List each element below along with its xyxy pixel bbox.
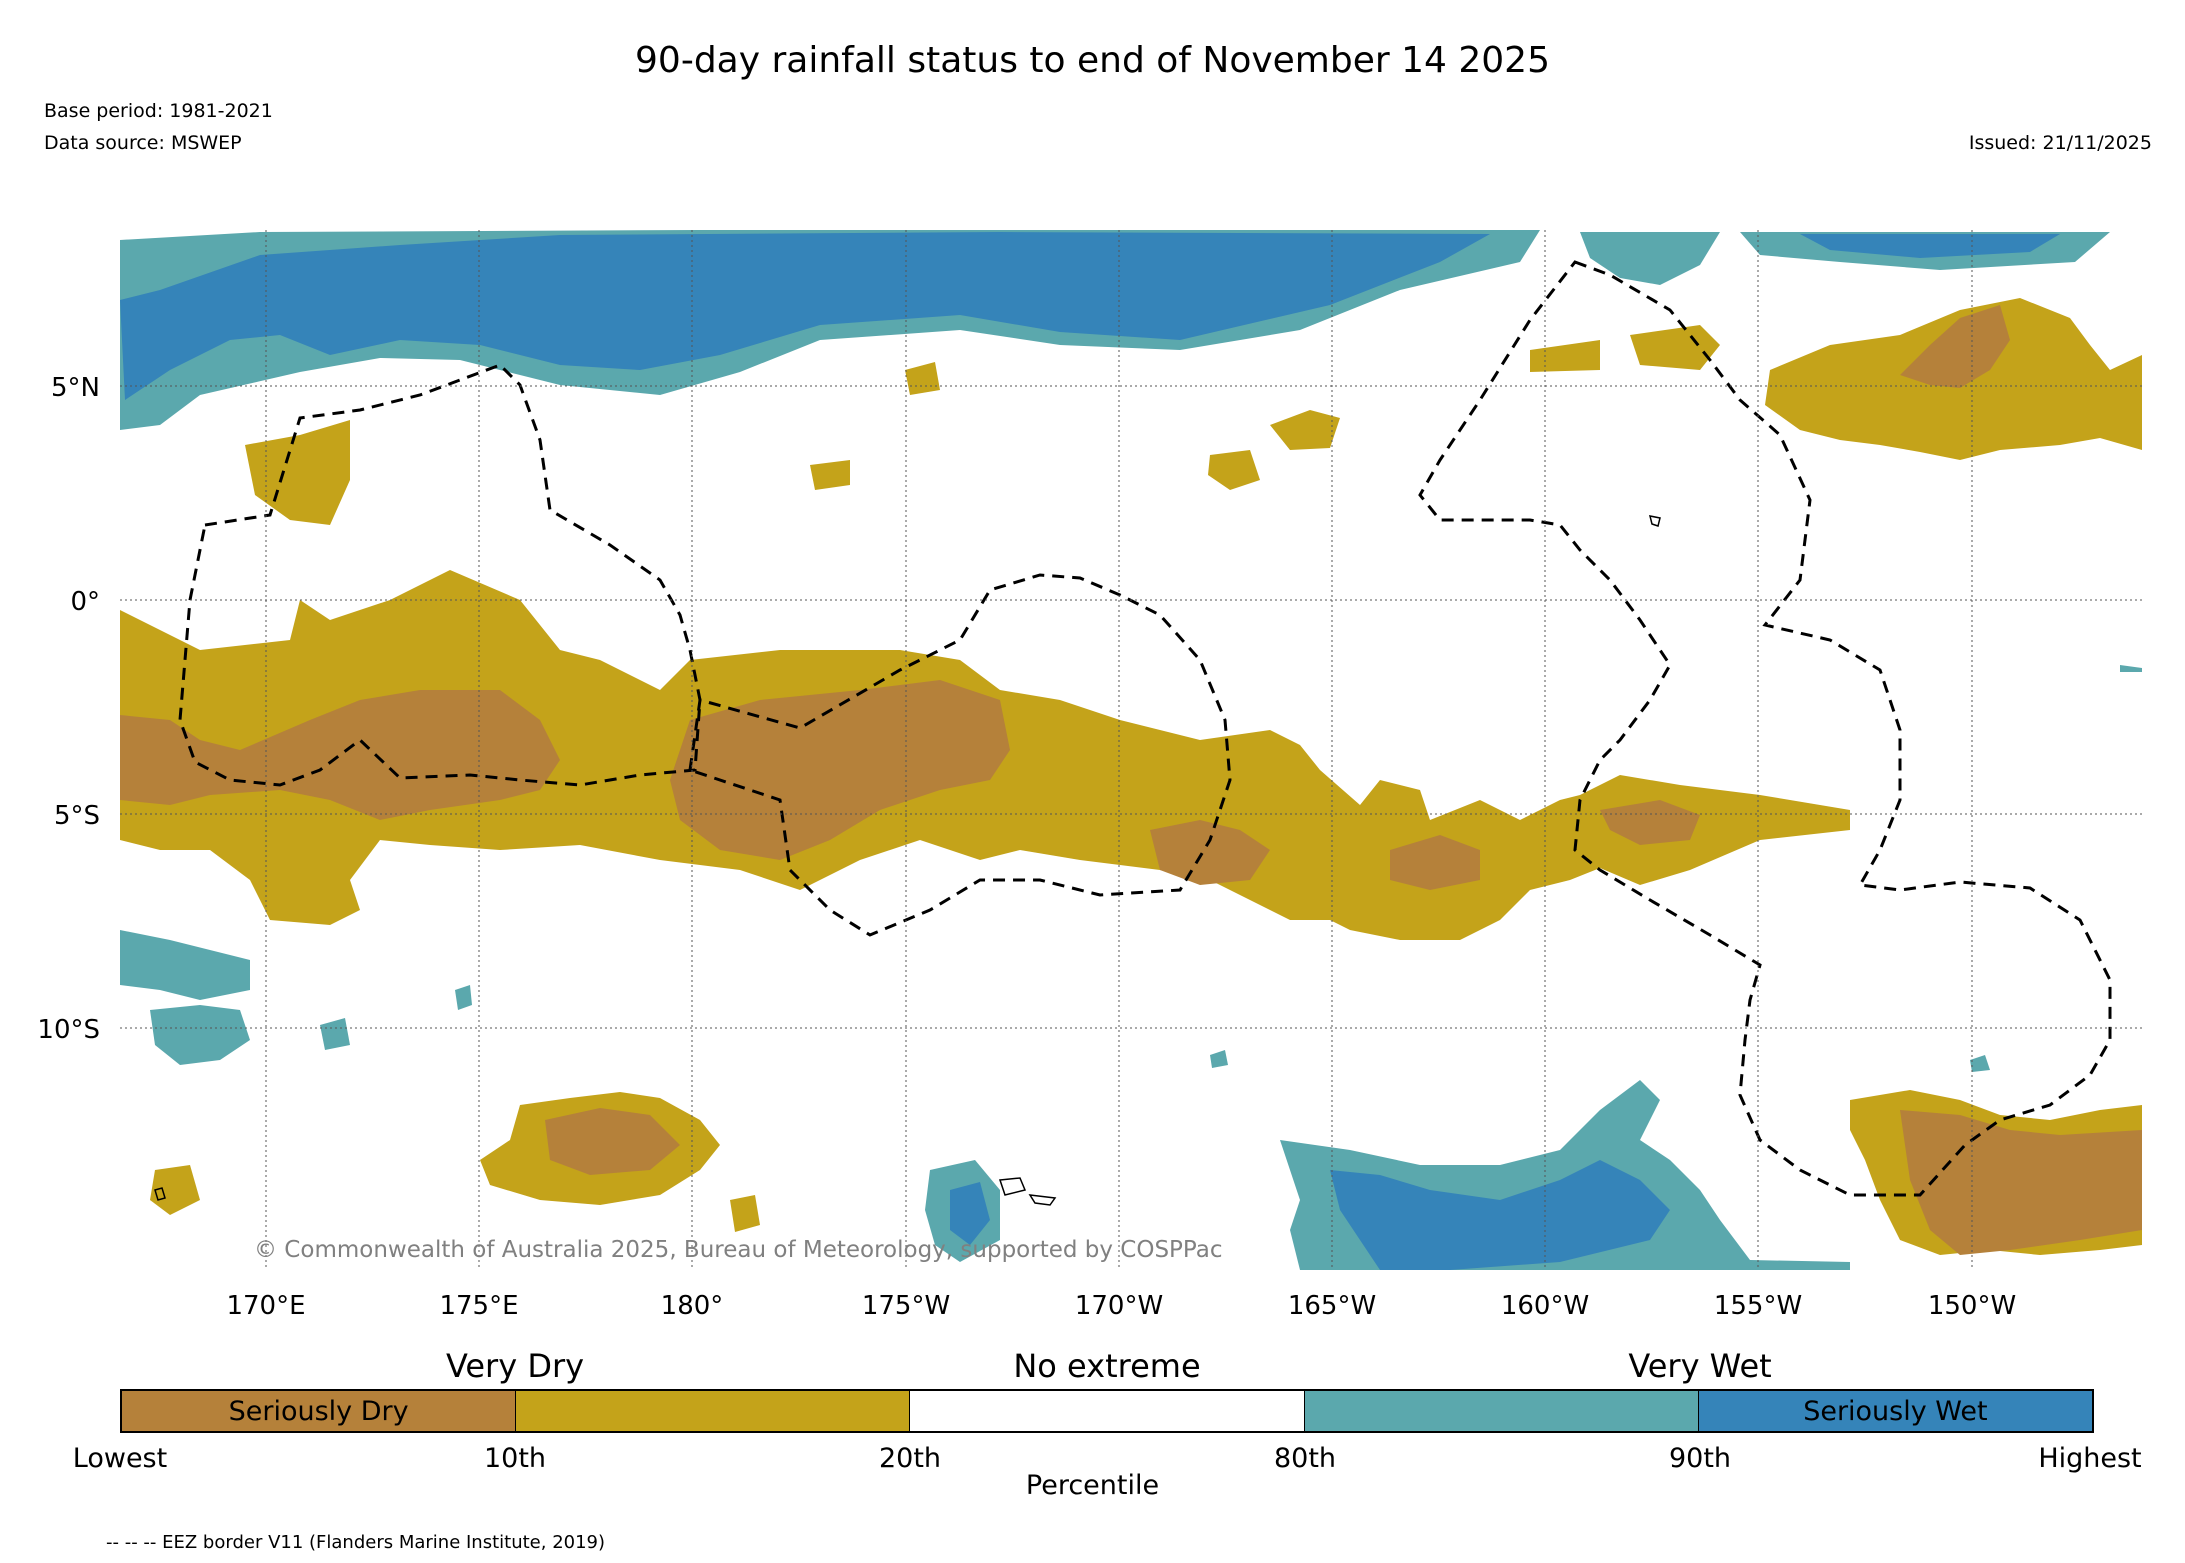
- legend-category-very-dry: Very Dry: [446, 1347, 584, 1385]
- legend-tick-10th: 10th: [484, 1443, 546, 1474]
- legend-segment-label: Seriously Dry: [228, 1395, 409, 1427]
- wet-patch-sw3: [320, 1018, 350, 1050]
- dry-patch-n6: [905, 362, 940, 395]
- legend-tick-highest: Highest: [2038, 1443, 2141, 1474]
- legend-segment-seriously-wet: Seriously Wet: [1698, 1391, 2093, 1431]
- wet-speck-1: [1210, 1050, 1228, 1068]
- lat-label-0: 0°: [70, 587, 100, 617]
- legend-tick-lowest: Lowest: [73, 1443, 167, 1474]
- issued-date: Issued: 21/11/2025: [1968, 132, 2152, 154]
- legend-colorbar: Seriously Dry Seriously Wet: [120, 1389, 2094, 1433]
- dry-patch-n2: [1630, 325, 1720, 370]
- legend-tick-80th: 80th: [1274, 1443, 1336, 1474]
- dry-band-core-3: [1150, 820, 1270, 885]
- base-period: Base period: 1981-2021: [44, 100, 273, 122]
- lon-label-155w: 155°W: [1714, 1291, 1802, 1321]
- legend-segment-very-wet: [1304, 1391, 1699, 1431]
- wet-patch-sw1: [120, 930, 250, 1000]
- wet-region-ne: [1580, 232, 1720, 285]
- legend-tick-90th: 90th: [1669, 1443, 1731, 1474]
- lat-label-10s: 10°S: [37, 1015, 100, 1045]
- copyright-text: © Commonwealth of Australia 2025, Bureau…: [254, 1237, 1223, 1263]
- wet-region-north-core: [120, 232, 1490, 400]
- lat-label-5n: 5°N: [51, 373, 100, 403]
- lon-label-150w: 150°W: [1928, 1291, 2016, 1321]
- legend-segment-seriously-dry: Seriously Dry: [122, 1391, 517, 1431]
- legend-category-very-wet: Very Wet: [1628, 1347, 1771, 1385]
- lon-label-170w: 170°W: [1075, 1291, 1163, 1321]
- eez-legend-note: -- -- -- EEZ border V11 (Flanders Marine…: [106, 1532, 606, 1553]
- legend-category-no-extreme: No extreme: [1013, 1347, 1200, 1385]
- dry-patch-n5: [810, 460, 850, 490]
- dry-patch-sw5: [150, 1165, 200, 1215]
- lon-label-175e: 175°E: [439, 1291, 518, 1321]
- dry-patch-n4: [1208, 450, 1260, 490]
- dry-band-core-5: [1600, 800, 1700, 845]
- dry-patch-south-core: [545, 1108, 680, 1175]
- legend-tick-20th: 20th: [879, 1443, 941, 1474]
- dry-patch-n3: [1270, 410, 1340, 450]
- dry-patch-ne-core: [1900, 305, 2010, 388]
- legend-segment-no-extreme: [910, 1391, 1305, 1431]
- map-field: © Commonwealth of Australia 2025, Bureau…: [120, 230, 2142, 1270]
- wet-patch-sw4: [455, 985, 472, 1010]
- dry-patch-s2: [730, 1195, 760, 1232]
- lat-label-5s: 5°S: [54, 801, 100, 831]
- map-title: 90-day rainfall status to end of Novembe…: [635, 40, 1550, 81]
- lon-label-175w: 175°W: [862, 1291, 950, 1321]
- legend-segment-very-dry: [516, 1391, 911, 1431]
- lon-label-160w: 160°W: [1501, 1291, 1589, 1321]
- wet-patch-s1-core: [950, 1182, 990, 1245]
- lon-label-165w: 165°W: [1288, 1291, 1376, 1321]
- wet-speck-2: [1970, 1055, 1990, 1072]
- dry-patch-nw: [245, 420, 350, 525]
- legend-axis-label: Percentile: [1025, 1470, 1160, 1501]
- dry-patch-n1: [1530, 340, 1600, 372]
- graticule: [120, 230, 2142, 1270]
- wet-speck-3: [2120, 665, 2142, 672]
- legend-segment-label: Seriously Wet: [1803, 1395, 1988, 1427]
- eez-borders: [178, 260, 2112, 1197]
- dry-band-core-4: [1390, 835, 1480, 890]
- dry-patch-se-core: [1900, 1110, 2142, 1255]
- wet-region-south-core: [1330, 1160, 1670, 1270]
- data-source: Data source: MSWEP: [44, 132, 242, 154]
- islands: [154, 515, 1661, 1206]
- wet-region-ne2-core: [1800, 234, 2060, 258]
- dry-band-core-2: [670, 680, 1010, 860]
- wet-patch-sw2: [150, 1005, 250, 1065]
- lon-label-180: 180°: [661, 1291, 724, 1321]
- dry-band-core-1: [120, 690, 560, 820]
- lon-label-170e: 170°E: [226, 1291, 305, 1321]
